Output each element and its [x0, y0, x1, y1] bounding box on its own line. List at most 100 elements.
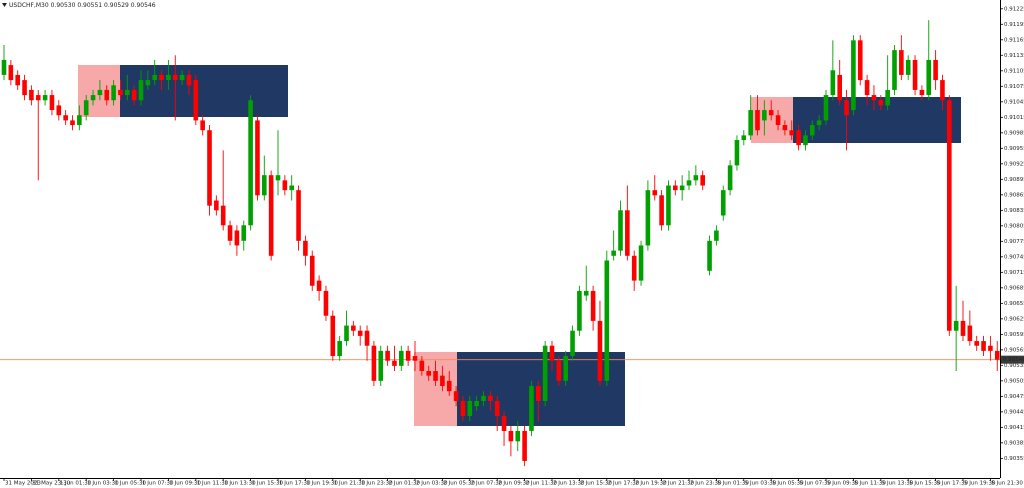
candle-body — [522, 430, 527, 461]
candle-body — [172, 74, 178, 81]
candle-body — [590, 290, 596, 321]
candle-body — [364, 330, 370, 346]
candle-body — [220, 205, 226, 226]
candle-body — [926, 59, 932, 96]
candle-body — [508, 430, 514, 442]
candle-body — [563, 356, 568, 381]
x-tick-label: 2 Jun 19:30 — [635, 481, 667, 487]
collapse-icon[interactable] — [2, 3, 7, 7]
candle-body — [22, 80, 27, 96]
x-tick-label: 1 Jun 19:30 — [306, 481, 338, 487]
candle-body — [104, 89, 110, 101]
y-tick-label: 0.90745 — [1004, 254, 1024, 260]
candle-body — [357, 330, 363, 336]
candle-body — [686, 180, 692, 186]
x-tick-label: 2 Jun 17:30 — [608, 481, 640, 487]
y-tick-label: 0.90655 — [1004, 301, 1024, 307]
x-tick-label: 31 May 2023 — [5, 481, 41, 487]
candle-body — [536, 386, 541, 402]
candle-body — [275, 175, 281, 181]
candle-body — [556, 360, 562, 381]
candle-body — [70, 120, 75, 126]
y-tick-label: 0.90415 — [1004, 425, 1024, 431]
x-tick-label: 2 Jun 07:30 — [471, 481, 503, 487]
zone-navy — [120, 65, 288, 117]
candle-body — [193, 80, 199, 121]
y-tick-label: 0.90835 — [1004, 208, 1024, 214]
candle-body — [618, 210, 623, 251]
x-tick-label: 2 Jun 03:30 — [416, 481, 448, 487]
x-tick-label: 2 Jun 15:30 — [580, 481, 612, 487]
candle-body — [940, 80, 945, 101]
candle-body — [63, 115, 68, 121]
candle-body — [631, 255, 637, 281]
candle-body — [323, 290, 329, 316]
candle-body — [83, 100, 89, 116]
candle-body — [42, 95, 48, 101]
y-tick-label: 0.90625 — [1004, 316, 1024, 322]
candle-body — [734, 140, 740, 166]
y-tick-label: 0.90895 — [1004, 177, 1024, 183]
candle-body — [35, 95, 41, 101]
candle-body — [474, 401, 479, 407]
candle-body — [29, 89, 34, 101]
y-tick-label: 0.90715 — [1004, 270, 1024, 276]
x-tick-label: 31 May 23:30 — [32, 481, 70, 487]
candle-body — [330, 315, 336, 357]
candle-body — [200, 120, 205, 131]
candle-body — [412, 356, 418, 361]
candle-body — [857, 40, 863, 81]
y-tick-label: 0.90955 — [1004, 146, 1024, 152]
y-tick-label: 0.91165 — [1004, 37, 1024, 43]
candle-body — [15, 74, 20, 86]
candle-body — [714, 230, 719, 241]
x-tick-label: 1 Jun 01:30 — [60, 481, 92, 487]
y-tick-label: 0.91225 — [1004, 6, 1024, 12]
candle-body — [488, 395, 493, 402]
candle-body — [371, 345, 377, 381]
x-tick-label: 1 Jun 03:30 — [87, 481, 119, 487]
candle-body — [262, 175, 267, 196]
y-tick-label: 0.90595 — [1004, 332, 1024, 338]
y-tick-label: 0.91135 — [1004, 53, 1024, 59]
candle-body — [138, 80, 144, 101]
candle-body — [919, 89, 925, 96]
y-tick-label: 0.90535 — [1004, 363, 1024, 369]
candle-body — [892, 50, 897, 90]
x-tick-label: 5 Jun 15:30 — [909, 481, 941, 487]
candle-body — [720, 190, 726, 216]
y-tick-label: 0.90475 — [1004, 394, 1024, 400]
y-tick-label: 0.90355 — [1004, 456, 1024, 462]
candle-body — [666, 185, 671, 226]
candle-body — [344, 325, 349, 342]
candle-body — [248, 100, 253, 226]
candle-body — [679, 185, 685, 191]
x-tick-label: 2 Jun 21:30 — [663, 481, 695, 487]
x-tick-label: 5 Jun 19:30 — [964, 481, 996, 487]
candle-body — [823, 95, 829, 121]
y-tick-label: 0.90865 — [1004, 192, 1024, 198]
candle-body — [967, 325, 973, 342]
candle-body — [125, 89, 130, 96]
y-tick-label: 0.91195 — [1004, 22, 1024, 28]
candle-body — [673, 185, 678, 191]
candle-body — [255, 120, 260, 196]
candle-body — [775, 115, 781, 126]
candle-body — [933, 59, 938, 81]
x-tick-label: 2 Jun 09:30 — [498, 481, 530, 487]
candle-body — [241, 225, 247, 241]
candle-body — [399, 350, 404, 366]
candle-body — [426, 371, 431, 376]
candle-body — [994, 350, 1000, 360]
candle-body — [899, 50, 904, 75]
candle-body — [542, 345, 548, 402]
x-tick-label: 1 Jun 11:30 — [197, 481, 229, 487]
candle-body — [652, 190, 658, 196]
candle-body — [282, 180, 288, 191]
x-tick-label: 5 Jun 07:30 — [800, 481, 832, 487]
candle-body — [645, 190, 651, 246]
candle-body — [789, 130, 795, 136]
x-tick-label: 5 Jun 03:30 — [745, 481, 777, 487]
x-tick-label: 5 Jun 05:30 — [772, 481, 804, 487]
